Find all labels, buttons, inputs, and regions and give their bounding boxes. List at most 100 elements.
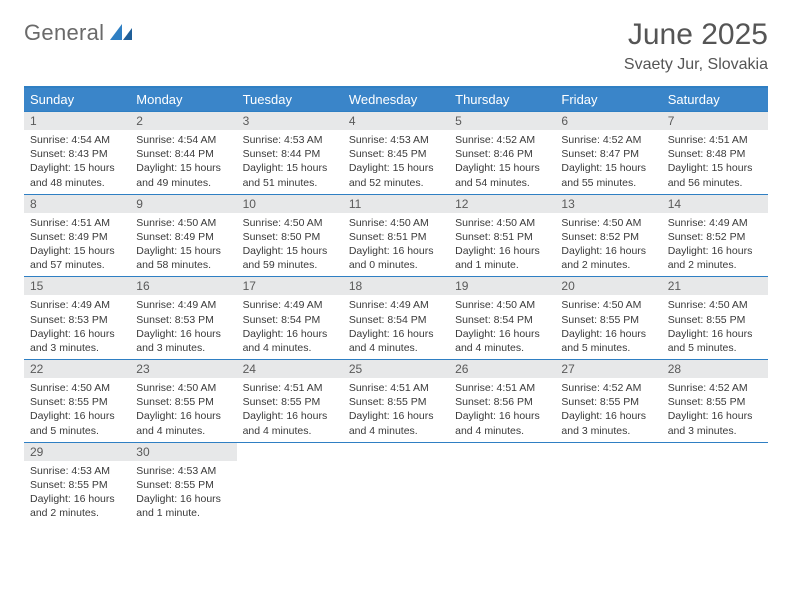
day-body: Sunrise: 4:51 AMSunset: 8:56 PMDaylight:… (449, 378, 555, 442)
calendar-day-cell: 4Sunrise: 4:53 AMSunset: 8:45 PMDaylight… (343, 112, 449, 194)
page-subtitle: Svaety Jur, Slovakia (624, 56, 768, 74)
calendar-day-cell: 26Sunrise: 4:51 AMSunset: 8:56 PMDayligh… (449, 360, 555, 442)
day-body: Sunrise: 4:50 AMSunset: 8:55 PMDaylight:… (130, 378, 236, 442)
calendar-day-cell: 29Sunrise: 4:53 AMSunset: 8:55 PMDayligh… (24, 443, 130, 525)
daylight-line: Daylight: 15 hours and 51 minutes. (243, 161, 337, 189)
daylight-line: Daylight: 16 hours and 4 minutes. (455, 409, 549, 437)
sunset-line: Sunset: 8:49 PM (30, 230, 124, 244)
calendar-week-row: 8Sunrise: 4:51 AMSunset: 8:49 PMDaylight… (24, 194, 768, 277)
sunrise-line: Sunrise: 4:49 AM (668, 216, 762, 230)
calendar-day-cell: 24Sunrise: 4:51 AMSunset: 8:55 PMDayligh… (237, 360, 343, 442)
day-number: 16 (130, 277, 236, 295)
day-number: 4 (343, 112, 449, 130)
day-number: 2 (130, 112, 236, 130)
day-number: 22 (24, 360, 130, 378)
sunrise-line: Sunrise: 4:50 AM (561, 216, 655, 230)
sunrise-line: Sunrise: 4:49 AM (243, 298, 337, 312)
day-number: 3 (237, 112, 343, 130)
daylight-line: Daylight: 16 hours and 5 minutes. (561, 327, 655, 355)
day-number: 24 (237, 360, 343, 378)
calendar-day-cell (343, 443, 449, 525)
day-body: Sunrise: 4:53 AMSunset: 8:45 PMDaylight:… (343, 130, 449, 194)
sunset-line: Sunset: 8:55 PM (243, 395, 337, 409)
sunrise-line: Sunrise: 4:52 AM (455, 133, 549, 147)
sunset-line: Sunset: 8:55 PM (136, 478, 230, 492)
sunrise-line: Sunrise: 4:50 AM (243, 216, 337, 230)
weekday-header: Sunday (24, 88, 130, 111)
sunrise-line: Sunrise: 4:53 AM (136, 464, 230, 478)
sunrise-line: Sunrise: 4:50 AM (30, 381, 124, 395)
header: General Blue June 2025 Svaety Jur, Slova… (24, 18, 768, 74)
sunset-line: Sunset: 8:45 PM (349, 147, 443, 161)
day-number: 19 (449, 277, 555, 295)
calendar-day-cell: 14Sunrise: 4:49 AMSunset: 8:52 PMDayligh… (662, 195, 768, 277)
day-body: Sunrise: 4:49 AMSunset: 8:54 PMDaylight:… (343, 295, 449, 359)
day-number: 26 (449, 360, 555, 378)
sunrise-line: Sunrise: 4:50 AM (455, 216, 549, 230)
calendar-day-cell: 30Sunrise: 4:53 AMSunset: 8:55 PMDayligh… (130, 443, 236, 525)
calendar-day-cell: 20Sunrise: 4:50 AMSunset: 8:55 PMDayligh… (555, 277, 661, 359)
sunset-line: Sunset: 8:54 PM (455, 313, 549, 327)
calendar-week-row: 15Sunrise: 4:49 AMSunset: 8:53 PMDayligh… (24, 276, 768, 359)
sunrise-line: Sunrise: 4:53 AM (30, 464, 124, 478)
calendar-day-cell: 11Sunrise: 4:50 AMSunset: 8:51 PMDayligh… (343, 195, 449, 277)
calendar-week-row: 1Sunrise: 4:54 AMSunset: 8:43 PMDaylight… (24, 111, 768, 194)
calendar-day-cell: 13Sunrise: 4:50 AMSunset: 8:52 PMDayligh… (555, 195, 661, 277)
weekday-header: Tuesday (237, 88, 343, 111)
day-number: 12 (449, 195, 555, 213)
calendar-day-cell: 8Sunrise: 4:51 AMSunset: 8:49 PMDaylight… (24, 195, 130, 277)
sunset-line: Sunset: 8:55 PM (349, 395, 443, 409)
calendar-day-cell: 22Sunrise: 4:50 AMSunset: 8:55 PMDayligh… (24, 360, 130, 442)
day-number: 1 (24, 112, 130, 130)
logo-sail-icon (108, 20, 136, 48)
sunset-line: Sunset: 8:52 PM (668, 230, 762, 244)
calendar-day-cell: 16Sunrise: 4:49 AMSunset: 8:53 PMDayligh… (130, 277, 236, 359)
weekday-header: Saturday (662, 88, 768, 111)
daylight-line: Daylight: 15 hours and 56 minutes. (668, 161, 762, 189)
day-body: Sunrise: 4:50 AMSunset: 8:55 PMDaylight:… (555, 295, 661, 359)
sunset-line: Sunset: 8:48 PM (668, 147, 762, 161)
daylight-line: Daylight: 16 hours and 5 minutes. (30, 409, 124, 437)
day-body: Sunrise: 4:49 AMSunset: 8:54 PMDaylight:… (237, 295, 343, 359)
sunset-line: Sunset: 8:52 PM (561, 230, 655, 244)
day-body: Sunrise: 4:53 AMSunset: 8:55 PMDaylight:… (24, 461, 130, 525)
day-body: Sunrise: 4:50 AMSunset: 8:52 PMDaylight:… (555, 213, 661, 277)
calendar-day-cell: 2Sunrise: 4:54 AMSunset: 8:44 PMDaylight… (130, 112, 236, 194)
calendar-day-cell (662, 443, 768, 525)
calendar-day-cell: 1Sunrise: 4:54 AMSunset: 8:43 PMDaylight… (24, 112, 130, 194)
sunrise-line: Sunrise: 4:51 AM (30, 216, 124, 230)
daylight-line: Daylight: 16 hours and 4 minutes. (349, 409, 443, 437)
sunrise-line: Sunrise: 4:50 AM (561, 298, 655, 312)
sunset-line: Sunset: 8:55 PM (668, 395, 762, 409)
weekday-header: Monday (130, 88, 236, 111)
day-body: Sunrise: 4:54 AMSunset: 8:44 PMDaylight:… (130, 130, 236, 194)
day-body: Sunrise: 4:53 AMSunset: 8:55 PMDaylight:… (130, 461, 236, 525)
page-title: June 2025 (624, 18, 768, 52)
daylight-line: Daylight: 15 hours and 54 minutes. (455, 161, 549, 189)
calendar-day-cell (449, 443, 555, 525)
day-number: 23 (130, 360, 236, 378)
calendar-day-cell: 18Sunrise: 4:49 AMSunset: 8:54 PMDayligh… (343, 277, 449, 359)
sunrise-line: Sunrise: 4:51 AM (455, 381, 549, 395)
day-number: 11 (343, 195, 449, 213)
day-body: Sunrise: 4:50 AMSunset: 8:55 PMDaylight:… (662, 295, 768, 359)
day-body: Sunrise: 4:52 AMSunset: 8:55 PMDaylight:… (555, 378, 661, 442)
sunrise-line: Sunrise: 4:52 AM (561, 133, 655, 147)
calendar-day-cell: 25Sunrise: 4:51 AMSunset: 8:55 PMDayligh… (343, 360, 449, 442)
daylight-line: Daylight: 16 hours and 4 minutes. (136, 409, 230, 437)
sunset-line: Sunset: 8:55 PM (561, 395, 655, 409)
day-body: Sunrise: 4:52 AMSunset: 8:55 PMDaylight:… (662, 378, 768, 442)
day-number: 28 (662, 360, 768, 378)
sunset-line: Sunset: 8:51 PM (455, 230, 549, 244)
sunrise-line: Sunrise: 4:51 AM (243, 381, 337, 395)
sunrise-line: Sunrise: 4:54 AM (30, 133, 124, 147)
daylight-line: Daylight: 16 hours and 4 minutes. (349, 327, 443, 355)
sunset-line: Sunset: 8:55 PM (668, 313, 762, 327)
sunset-line: Sunset: 8:55 PM (561, 313, 655, 327)
sunset-line: Sunset: 8:43 PM (30, 147, 124, 161)
day-number: 13 (555, 195, 661, 213)
calendar-day-cell: 12Sunrise: 4:50 AMSunset: 8:51 PMDayligh… (449, 195, 555, 277)
calendar-day-cell: 3Sunrise: 4:53 AMSunset: 8:44 PMDaylight… (237, 112, 343, 194)
sunrise-line: Sunrise: 4:54 AM (136, 133, 230, 147)
title-block: June 2025 Svaety Jur, Slovakia (624, 18, 768, 74)
